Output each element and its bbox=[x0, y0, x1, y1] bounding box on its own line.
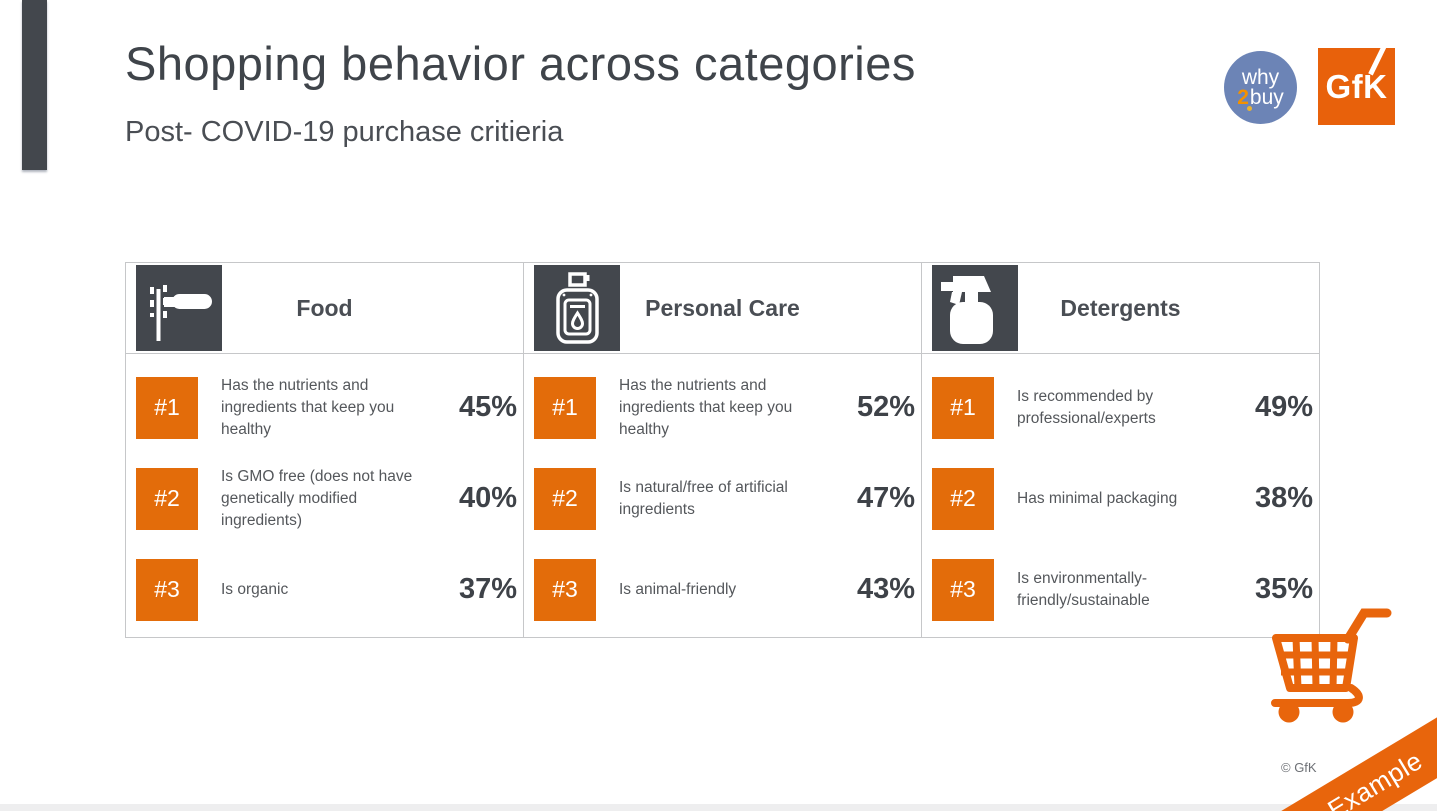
rank-badge: #2 bbox=[136, 467, 198, 530]
lotion-bottle-icon bbox=[534, 265, 620, 351]
accent-bar bbox=[22, 0, 47, 170]
criterion-text: Has minimal packaging bbox=[1017, 489, 1178, 507]
category-column-detergents: Detergents #1 Is recommended by professi… bbox=[922, 263, 1319, 637]
criteria-row: #1 Has the nutrients and ingredients tha… bbox=[126, 362, 523, 453]
category-column-personal-care: Personal Care #1 Has the nutrients and i… bbox=[524, 263, 922, 637]
criterion-value: 37% bbox=[458, 573, 517, 605]
criteria-row: #2 Has minimal packaging 38% bbox=[922, 453, 1319, 544]
category-title: Food bbox=[296, 294, 353, 321]
criterion-value: 47% bbox=[856, 482, 915, 514]
criteria-row: #1 Has the nutrients and ingredients tha… bbox=[524, 362, 921, 453]
rank-badge: #1 bbox=[534, 376, 596, 439]
criterion-text: Is GMO free (does not have genetically m… bbox=[221, 467, 413, 529]
criterion-value: 35% bbox=[1254, 573, 1313, 605]
why2buy-logo-line2: buy bbox=[1249, 85, 1284, 109]
criterion-text: Has the nutrients and ingredients that k… bbox=[619, 376, 793, 438]
category-rows: #1 Has the nutrients and ingredients tha… bbox=[126, 354, 523, 637]
rank-badge: #3 bbox=[932, 558, 994, 621]
page-subtitle: Post- COVID-19 purchase critieria bbox=[125, 116, 564, 148]
gfk-logo: GfK bbox=[1318, 44, 1395, 125]
criterion-text: Is natural/free of artificial ingredient… bbox=[619, 478, 788, 518]
criterion-value: 40% bbox=[458, 482, 517, 514]
rank-badge: #2 bbox=[534, 467, 596, 530]
criterion-text: Is environmentally-friendly/sustainable bbox=[1017, 569, 1150, 609]
criterion-text: Is recommended by professional/experts bbox=[1017, 387, 1156, 427]
criterion-text: Is animal-friendly bbox=[619, 580, 737, 598]
rank-badge: #1 bbox=[932, 376, 994, 439]
page-title: Shopping behavior across categories bbox=[125, 37, 916, 90]
criteria-table: Food #1 Has the nutrients and ingredient… bbox=[125, 262, 1320, 638]
criteria-row: #3 Is environmentally-friendly/sustainab… bbox=[922, 544, 1319, 635]
criterion-value: 52% bbox=[856, 391, 915, 423]
shopping-cart-icon bbox=[1262, 598, 1392, 729]
why2buy-logo: why 2 buy bbox=[1224, 51, 1297, 124]
criterion-text: Has the nutrients and ingredients that k… bbox=[221, 376, 395, 438]
criteria-row: #3 Is animal-friendly 43% bbox=[524, 544, 921, 635]
category-header: Personal Care bbox=[524, 263, 921, 354]
criteria-row: #2 Is GMO free (does not have geneticall… bbox=[126, 453, 523, 544]
category-rows: #1 Has the nutrients and ingredients tha… bbox=[524, 354, 921, 637]
rank-badge: #2 bbox=[932, 467, 994, 530]
category-column-food: Food #1 Has the nutrients and ingredient… bbox=[126, 263, 524, 637]
category-title: Detergents bbox=[1060, 294, 1181, 321]
why2buy-logo-digit: 2 bbox=[1237, 85, 1249, 109]
category-title: Personal Care bbox=[645, 294, 800, 321]
criterion-value: 49% bbox=[1254, 391, 1313, 423]
criteria-row: #2 Is natural/free of artificial ingredi… bbox=[524, 453, 921, 544]
rank-badge: #3 bbox=[136, 558, 198, 621]
noodles-fork-icon bbox=[136, 265, 222, 351]
criterion-value: 45% bbox=[458, 391, 517, 423]
category-header: Food bbox=[126, 263, 523, 354]
slide-bottom-edge bbox=[0, 804, 1437, 811]
criteria-row: #3 Is organic 37% bbox=[126, 544, 523, 635]
criterion-value: 43% bbox=[856, 573, 915, 605]
copyright-text: © GfK bbox=[1281, 760, 1317, 775]
criterion-value: 38% bbox=[1254, 482, 1313, 514]
why2buy-logo-dot bbox=[1247, 106, 1252, 111]
gfk-logo-label: GfK bbox=[1325, 67, 1388, 105]
category-header: Detergents bbox=[922, 263, 1319, 354]
rank-badge: #1 bbox=[136, 376, 198, 439]
criteria-row: #1 Is recommended by professional/expert… bbox=[922, 362, 1319, 453]
category-rows: #1 Is recommended by professional/expert… bbox=[922, 354, 1319, 637]
spray-bottle-icon bbox=[932, 265, 1018, 351]
criterion-text: Is organic bbox=[221, 580, 289, 598]
why2buy-logo-line1: why bbox=[1241, 66, 1280, 90]
rank-badge: #3 bbox=[534, 558, 596, 621]
